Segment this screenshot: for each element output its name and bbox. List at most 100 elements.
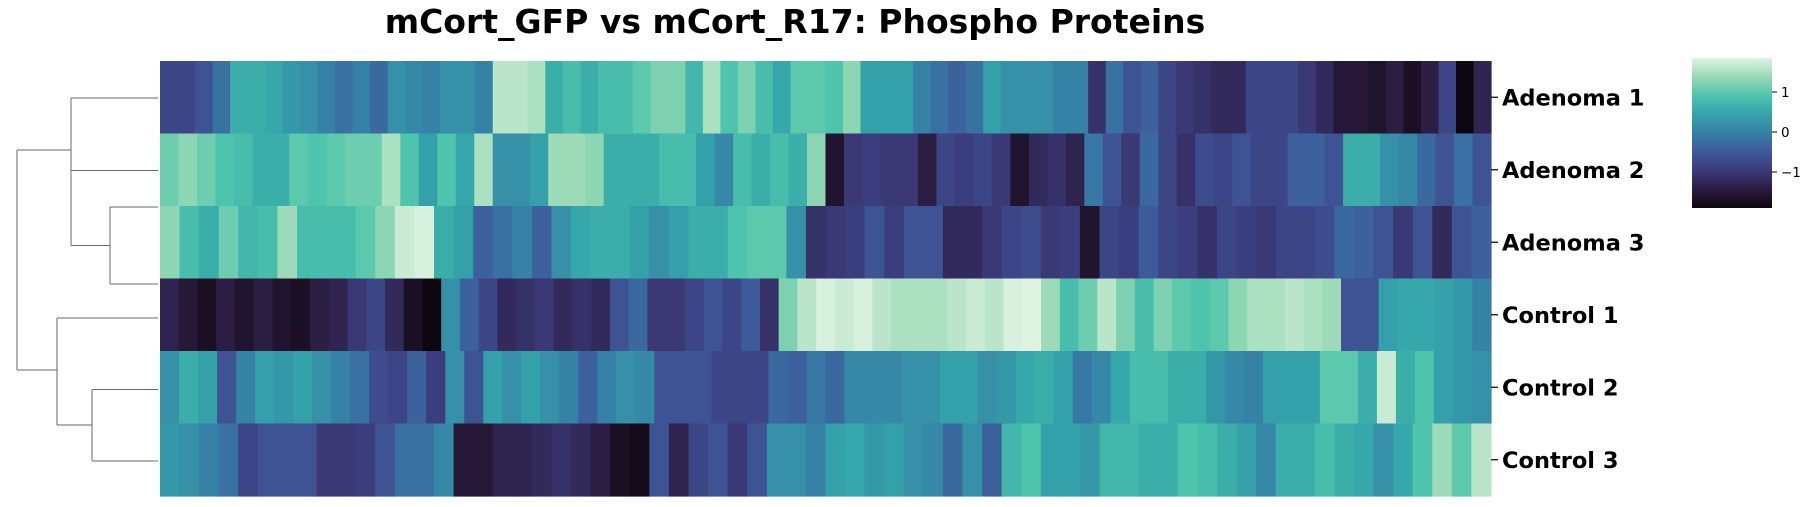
heatmap-cell <box>703 278 723 352</box>
heatmap-cell <box>1438 61 1457 135</box>
heatmap-cell <box>1471 206 1492 280</box>
heatmap-cell <box>369 351 389 425</box>
heatmap-cells <box>160 61 1492 497</box>
heatmap-cell <box>1177 423 1198 497</box>
heatmap-cell <box>1357 351 1378 425</box>
heatmap-cell <box>418 133 438 207</box>
heatmap-cell <box>1003 278 1023 352</box>
heatmap-cell <box>629 206 650 280</box>
heatmap-cell <box>1452 351 1473 425</box>
heatmap-cell <box>702 61 722 135</box>
heatmap-cell <box>1412 206 1433 280</box>
heatmap-cell <box>677 133 697 207</box>
heatmap-cell <box>1266 278 1286 352</box>
heatmap-cell <box>629 423 650 497</box>
heatmap-cell <box>309 278 330 352</box>
heatmap-cell <box>737 61 757 135</box>
heatmap-cell <box>882 351 903 425</box>
heatmap-cell <box>1078 278 1098 352</box>
heatmap-cell <box>825 133 845 207</box>
heatmap-cell <box>741 278 761 352</box>
dendrogram-branch <box>70 97 158 208</box>
heatmap-cell <box>1040 423 1061 497</box>
heatmap-cell <box>394 206 416 280</box>
row-label: Adenoma 2 <box>1502 158 1644 184</box>
heatmap-cell <box>580 61 599 135</box>
heatmap-cell <box>394 423 416 497</box>
heatmap-cell <box>527 61 546 135</box>
heatmap-cell <box>1343 133 1363 207</box>
heatmap-cell <box>610 206 631 280</box>
heatmap-cell <box>1397 278 1417 352</box>
heatmap-cell <box>790 61 809 135</box>
heatmap-cell <box>1250 133 1270 207</box>
heatmap-cell <box>1350 61 1369 135</box>
heatmap-cell <box>545 61 564 135</box>
heatmap-cell <box>991 133 1011 207</box>
heatmap-cell <box>270 133 291 207</box>
heatmap-cell <box>255 351 275 425</box>
heatmap-cell <box>199 206 220 280</box>
heatmap-cell <box>492 133 512 207</box>
heatmap-cell <box>766 206 787 280</box>
heatmap-cell <box>177 61 196 135</box>
heatmap-cell <box>1275 423 1296 497</box>
heatmap-cell <box>566 133 586 207</box>
heatmap-cell <box>843 61 862 135</box>
heatmap-cell <box>300 61 319 135</box>
heatmap-cell <box>578 351 598 425</box>
heatmap-cell <box>708 206 729 280</box>
heatmap-cell <box>610 423 631 497</box>
heatmap-cell <box>289 133 309 207</box>
heatmap-cell <box>1060 206 1081 280</box>
heatmap-cell <box>1210 61 1229 135</box>
heatmap-cell <box>1158 206 1179 280</box>
heatmap-cell <box>1195 133 1215 207</box>
heatmap-cell <box>297 423 318 497</box>
heatmap-cell <box>1373 206 1394 280</box>
heatmap-cell <box>609 278 630 352</box>
heatmap-cell <box>355 423 376 497</box>
heatmap-cell <box>1368 61 1387 135</box>
heatmap-cell <box>1158 61 1177 135</box>
heatmap-cell <box>297 206 318 280</box>
heatmap-cell <box>806 351 827 425</box>
heatmap-cell <box>160 423 181 497</box>
heatmap-cell <box>336 206 357 280</box>
heatmap-cell <box>370 61 389 135</box>
heatmap-cell <box>531 206 553 280</box>
heatmap-cell <box>1053 61 1072 135</box>
heatmap-cell <box>1376 351 1397 425</box>
heatmap-cell <box>277 206 298 280</box>
heatmap-cell <box>534 278 555 352</box>
heatmap-cell <box>649 206 670 280</box>
heatmap-cell <box>755 61 774 135</box>
heatmap-cell <box>307 133 327 207</box>
heatmap-cell <box>880 133 901 207</box>
heatmap-cell <box>1315 61 1334 135</box>
heatmap-cell <box>434 423 455 497</box>
heatmap-cell <box>708 423 729 497</box>
heatmap-cell <box>1232 133 1252 207</box>
heatmap-cell <box>597 351 617 425</box>
heatmap-cell <box>1070 61 1089 135</box>
heatmap-cell <box>512 206 533 280</box>
heatmap-cell <box>453 206 474 280</box>
dendrogram-branch <box>70 170 158 285</box>
heatmap-cell <box>688 423 709 497</box>
heatmap-cell <box>335 61 354 135</box>
heatmap-cell <box>901 351 922 425</box>
heatmap-cell <box>1197 206 1218 280</box>
heatmap-cell <box>1176 133 1196 207</box>
heatmap-cell <box>860 61 879 135</box>
heatmap-cell <box>473 423 494 497</box>
heatmap-cell <box>405 61 424 135</box>
heatmap-cell <box>197 278 217 352</box>
colorbar: 1 0 −1 <box>1692 58 1801 208</box>
heatmap-cell <box>414 206 435 280</box>
heatmap-cell <box>805 206 827 280</box>
heatmap-cell <box>1091 351 1112 425</box>
heatmap-cell <box>236 351 256 425</box>
heatmap-cell <box>1116 278 1136 352</box>
